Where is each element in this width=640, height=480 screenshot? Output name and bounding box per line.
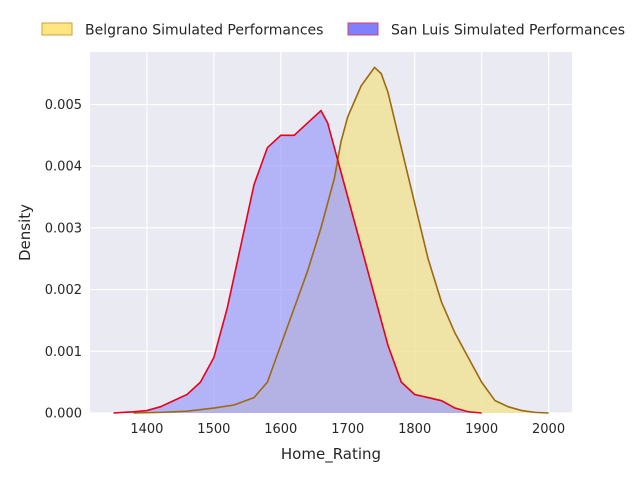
x-tick-label: 1400 <box>130 422 163 437</box>
x-tick-label: 2000 <box>532 422 565 437</box>
x-tick-label: 1900 <box>465 422 498 437</box>
x-tick-label: 1700 <box>331 422 364 437</box>
legend-label: Belgrano Simulated Performances <box>85 23 323 39</box>
y-tick-label: 0.003 <box>45 221 82 236</box>
y-tick-label: 0.000 <box>45 407 82 422</box>
x-axis-label: Home_Rating <box>281 445 381 464</box>
y-axis: 0.000 0.001 0.002 0.003 0.004 0.005 <box>45 98 82 422</box>
x-tick-label: 1600 <box>264 422 297 437</box>
density-area-series-2 <box>113 110 482 414</box>
x-tick-label: 1500 <box>197 422 230 437</box>
density-line-series-2 <box>113 109 482 414</box>
legend-entry-1: Belgrano Simulated Performances <box>41 22 323 39</box>
y-tick-label: 0.005 <box>45 98 82 113</box>
y-tick-label: 0.001 <box>45 345 82 360</box>
x-tick-label: 1800 <box>398 422 431 437</box>
density-line-series-1 <box>133 66 549 414</box>
density-areas <box>113 67 549 414</box>
legend-entry-2: San Luis Simulated Performances <box>347 22 625 39</box>
legend-swatch <box>41 22 73 36</box>
legend-label: San Luis Simulated Performances <box>391 23 625 39</box>
y-tick-label: 0.002 <box>45 283 82 298</box>
density-lines <box>113 66 549 414</box>
legend-swatch <box>347 22 379 36</box>
legend: Belgrano Simulated Performances San Luis … <box>41 22 625 39</box>
y-axis-label: Density <box>16 204 34 261</box>
x-axis: 1400 1500 1600 1700 1800 1900 2000 <box>130 422 565 437</box>
y-tick-label: 0.004 <box>45 160 82 175</box>
